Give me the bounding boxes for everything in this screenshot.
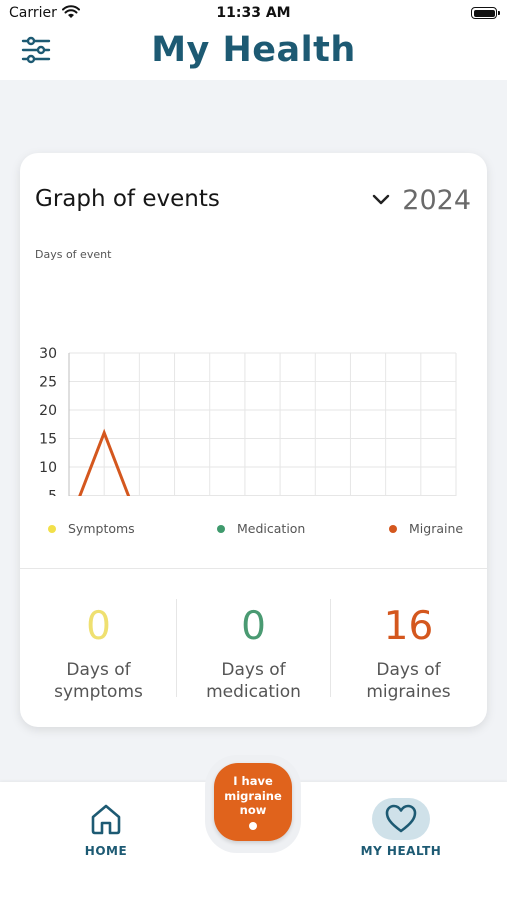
home-icon bbox=[91, 804, 121, 835]
stat-separator bbox=[330, 599, 331, 697]
migraine-now-line1: I have bbox=[233, 774, 273, 788]
graph-card: Graph of events 2024 Days of event 0 5 10 1… bbox=[20, 153, 487, 727]
legend-item-medication: Medication bbox=[217, 521, 305, 536]
stat-symptoms-label: Days of symptoms bbox=[21, 659, 176, 703]
heart-icon bbox=[385, 804, 417, 833]
tab-home-icon-wrap bbox=[78, 798, 134, 840]
status-time: 11:33 AM bbox=[216, 5, 291, 21]
stat-symptoms-label-line1: Days of bbox=[66, 660, 131, 680]
card-divider bbox=[20, 568, 487, 569]
stat-separator bbox=[176, 599, 177, 697]
legend-dot-medication bbox=[217, 524, 225, 533]
tab-my-health[interactable]: MY HEALTH bbox=[346, 798, 456, 858]
stat-symptoms: 0 Days of symptoms bbox=[21, 569, 176, 727]
stat-symptoms-value: 0 bbox=[86, 604, 111, 649]
chevron-down-icon bbox=[373, 194, 390, 205]
legend-item-migraine: Migraine bbox=[389, 521, 463, 536]
tab-my-health-label: MY HEALTH bbox=[360, 844, 442, 858]
dot-icon bbox=[249, 821, 257, 830]
chart-y-tick-label: 20 bbox=[39, 403, 57, 419]
sliders-icon[interactable] bbox=[20, 34, 52, 66]
battery-icon bbox=[471, 7, 500, 19]
stat-migraines-label: Days of migraines bbox=[331, 659, 486, 703]
stat-symptoms-label-line2: symptoms bbox=[54, 682, 143, 702]
events-chart: Days of event 051015202530JanFebMarAprMa… bbox=[20, 241, 487, 496]
migraine-now-line2: migraine bbox=[224, 788, 282, 803]
stat-migraines: 16 Days of migraines bbox=[331, 569, 486, 727]
year-value: 2024 bbox=[402, 184, 471, 216]
chart-series-line-migraine bbox=[78, 428, 131, 496]
stat-migraines-label-line2: migraines bbox=[366, 682, 451, 702]
tab-home[interactable]: HOME bbox=[51, 798, 161, 858]
migraine-now-button[interactable]: I have migraine now bbox=[214, 763, 292, 841]
migraine-now-label: I have migraine now bbox=[214, 774, 292, 818]
chart-y-tick-label: 30 bbox=[39, 346, 57, 362]
legend-dot-migraine bbox=[389, 524, 397, 533]
legend-dot-symptoms bbox=[48, 524, 56, 533]
page-title: My Health bbox=[151, 30, 356, 70]
main-content: Graph of events 2024 Days of event 0 5 10 1… bbox=[0, 80, 507, 782]
legend-label-symptoms: Symptoms bbox=[68, 521, 135, 536]
stat-migraines-value: 16 bbox=[383, 604, 434, 649]
migraine-now-line3: now bbox=[239, 803, 267, 817]
chart-canvas: 051015202530JanFebMarAprMayJunJulAugSepO… bbox=[39, 346, 457, 497]
status-bar: Carrier 11:33 AM bbox=[0, 0, 507, 28]
card-title: Graph of events bbox=[35, 186, 220, 212]
stat-medication-label-line1: Days of bbox=[221, 660, 286, 680]
wifi-icon bbox=[62, 5, 80, 18]
legend-label-migraine: Migraine bbox=[409, 521, 464, 536]
chart-legend: Symptoms Medication Migraine bbox=[20, 521, 487, 541]
chart-y-label: Days of event bbox=[35, 248, 112, 261]
chart-y-tick-label: 10 bbox=[39, 460, 57, 476]
carrier-label: Carrier bbox=[9, 5, 57, 21]
stat-medication-label: Days of medication bbox=[176, 659, 331, 703]
stat-medication-label-line2: medication bbox=[206, 682, 301, 702]
stat-medication-value: 0 bbox=[241, 604, 266, 649]
chart-y-tick-label: 15 bbox=[39, 432, 57, 448]
stat-medication: 0 Days of medication bbox=[176, 569, 331, 727]
tab-health-icon-wrap bbox=[372, 798, 430, 840]
legend-item-symptoms: Symptoms bbox=[48, 521, 135, 536]
tab-home-label: HOME bbox=[84, 844, 128, 858]
chart-y-tick-label: 5 bbox=[48, 489, 57, 497]
year-dropdown[interactable]: 2024 bbox=[372, 183, 471, 217]
chart-y-tick-label: 25 bbox=[39, 375, 57, 391]
legend-label-medication: Medication bbox=[237, 521, 306, 536]
app-header: My Health bbox=[0, 28, 507, 80]
stat-migraines-label-line1: Days of bbox=[376, 660, 441, 680]
stats-row: 0 Days of symptoms 0 Days of medication … bbox=[20, 569, 487, 727]
